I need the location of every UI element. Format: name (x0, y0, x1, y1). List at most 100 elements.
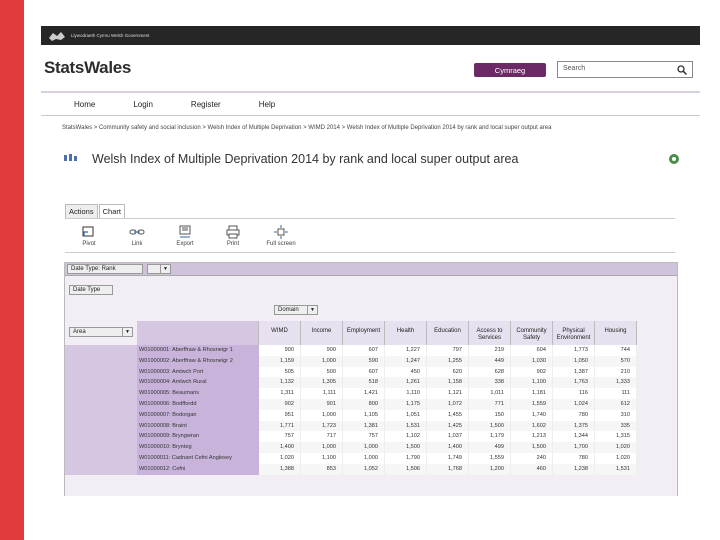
statswales-logo[interactable]: StatsWales (44, 58, 132, 77)
column-header-label: Employment (346, 328, 381, 334)
link-icon (129, 229, 145, 234)
breadcrumb[interactable]: StatsWales > Community safety and social… (62, 125, 552, 131)
area-code-cell[interactable]: W01000008: Braint (137, 420, 259, 432)
value-cell: 1,175 (385, 398, 427, 410)
nav-register[interactable]: Register (190, 99, 221, 109)
column-header-label: Housing (604, 328, 627, 334)
area-code-cell[interactable]: W01000011: Cadnant Cefni Anglesey (137, 452, 259, 464)
table-row: W01000012: Cefni 1,388 853 1,052 1,506 1,768 1… (65, 463, 677, 475)
value-cell: 1,773 (553, 345, 595, 356)
value-cell: 1,531 (385, 420, 427, 432)
area-code-cell[interactable]: W01000009: Bryngwran (137, 431, 259, 443)
column-header[interactable]: Education (427, 321, 469, 345)
nav-home[interactable]: Home (74, 99, 96, 109)
value-cell: 604 (511, 345, 553, 356)
area-code-cell[interactable]: W01000003: Amlwch Port (137, 366, 259, 378)
value-cell: 1,105 (343, 409, 385, 421)
row-band (65, 366, 137, 378)
value-cell: 1,388 (259, 463, 301, 475)
column-header[interactable]: Housing (595, 321, 637, 345)
area-code-cell[interactable]: W01000010: Brynteg (137, 442, 259, 453)
value-cell: 902 (259, 398, 301, 410)
nav-help[interactable]: Help (258, 99, 276, 109)
column-header[interactable]: Health (385, 321, 427, 345)
row-band (65, 355, 137, 367)
column-header[interactable]: Income (301, 321, 343, 345)
column-header-label: Education (434, 328, 461, 334)
link-button[interactable]: Link (113, 219, 161, 252)
cymraeg-button[interactable]: Cymraeg (474, 63, 546, 77)
pivot-icon (82, 225, 94, 237)
date-type-label: Date Type: Rank (71, 266, 116, 272)
table-row: W01000002: Aberffraw & Rhosneigr 2 1,159 1… (65, 355, 677, 367)
main-nav: Home Login Register Help (41, 93, 700, 116)
area-filter[interactable]: Area ▼ (69, 327, 133, 337)
value-cell: 449 (469, 355, 511, 367)
domain-filter[interactable]: Domain ▼ (274, 305, 318, 315)
area-code-cell[interactable]: W01000005: Beaumaris (137, 388, 259, 399)
value-cell: 1,344 (553, 431, 595, 443)
value-cell: 1,400 (427, 442, 469, 453)
area-code-cell[interactable]: W01000007: Bodorgan (137, 409, 259, 421)
column-header[interactable]: Community Safety (511, 321, 553, 345)
value-cell: 1,110 (385, 388, 427, 399)
tab-chart[interactable]: Chart (98, 204, 125, 219)
value-cell: 1,506 (385, 463, 427, 475)
fullscreen-button[interactable]: Full screen (257, 219, 305, 252)
column-header[interactable]: WIMD (259, 321, 301, 345)
value-cell: 1,455 (427, 409, 469, 421)
export-button[interactable]: Export (161, 219, 209, 252)
column-header[interactable]: Employment (343, 321, 385, 345)
print-button[interactable]: Print (209, 219, 257, 252)
value-cell: 1,179 (469, 431, 511, 443)
value-cell: 219 (469, 345, 511, 356)
value-cell: 1,000 (343, 452, 385, 464)
column-header[interactable]: Physical Environment (553, 321, 595, 345)
row-band (65, 420, 137, 432)
search-icon[interactable] (676, 64, 688, 76)
value-cell: 1,602 (511, 420, 553, 432)
area-code-cell[interactable]: W01000001: Aberffraw & Rhosneigr 1 (137, 345, 259, 356)
value-cell: 1,121 (427, 388, 469, 399)
value-cell: 1,000 (301, 355, 343, 367)
domain-label: Domain (278, 307, 299, 313)
value-cell: 1,072 (427, 398, 469, 410)
table-row: W01000010: Brynteg 1,400 1,000 1,000 1,500 1,… (65, 442, 677, 453)
value-cell: 1,305 (301, 377, 343, 389)
value-cell: 1,311 (259, 388, 301, 399)
column-header[interactable]: Access to Services (469, 321, 511, 345)
value-cell: 1,000 (301, 409, 343, 421)
nav-login[interactable]: Login (133, 99, 153, 109)
value-cell: 607 (343, 345, 385, 356)
value-cell: 1,531 (595, 463, 637, 475)
value-cell: 1,749 (427, 452, 469, 464)
area-code-cell[interactable]: W01000002: Aberffraw & Rhosneigr 2 (137, 355, 259, 367)
date-type-filter[interactable]: Date Type: Rank (67, 264, 143, 274)
value-cell: 1,333 (595, 377, 637, 389)
tab-actions[interactable]: Actions (65, 204, 98, 219)
view-tabs: Actions Chart (65, 204, 126, 219)
value-cell: 757 (343, 431, 385, 443)
area-code-cell[interactable]: W01000006: Bodffordd (137, 398, 259, 410)
government-bar: Llywodraeth Cymru Welsh Government (41, 26, 700, 45)
value-cell: 505 (259, 366, 301, 378)
value-cell: 780 (553, 452, 595, 464)
search-input[interactable]: Search (557, 61, 693, 78)
table-row: W01000001: Aberffraw & Rhosneigr 1 900 900… (65, 345, 677, 356)
value-cell: 1,315 (595, 431, 637, 443)
value-cell: 1,559 (511, 398, 553, 410)
help-icon[interactable] (668, 153, 680, 165)
value-cell: 612 (595, 398, 637, 410)
area-code-cell[interactable]: W01000012: Cefni (137, 463, 259, 475)
value-cell: 717 (301, 431, 343, 443)
value-cell: 1,132 (259, 377, 301, 389)
date-type-button[interactable]: Date Type (69, 285, 113, 295)
area-code-cell[interactable]: W01000004: Amlwch Rural (137, 377, 259, 389)
pivot-button[interactable]: Pivot (65, 219, 113, 252)
value-cell: 450 (385, 366, 427, 378)
table-row: W01000007: Bodorgan 951 1,000 1,105 1,051 1,4… (65, 409, 677, 421)
date-type-button-label: Date Type (73, 287, 101, 293)
date-type-dropdown[interactable]: ▼ (147, 264, 171, 274)
row-band (65, 345, 137, 356)
column-header-label: Physical Environment (556, 328, 591, 341)
